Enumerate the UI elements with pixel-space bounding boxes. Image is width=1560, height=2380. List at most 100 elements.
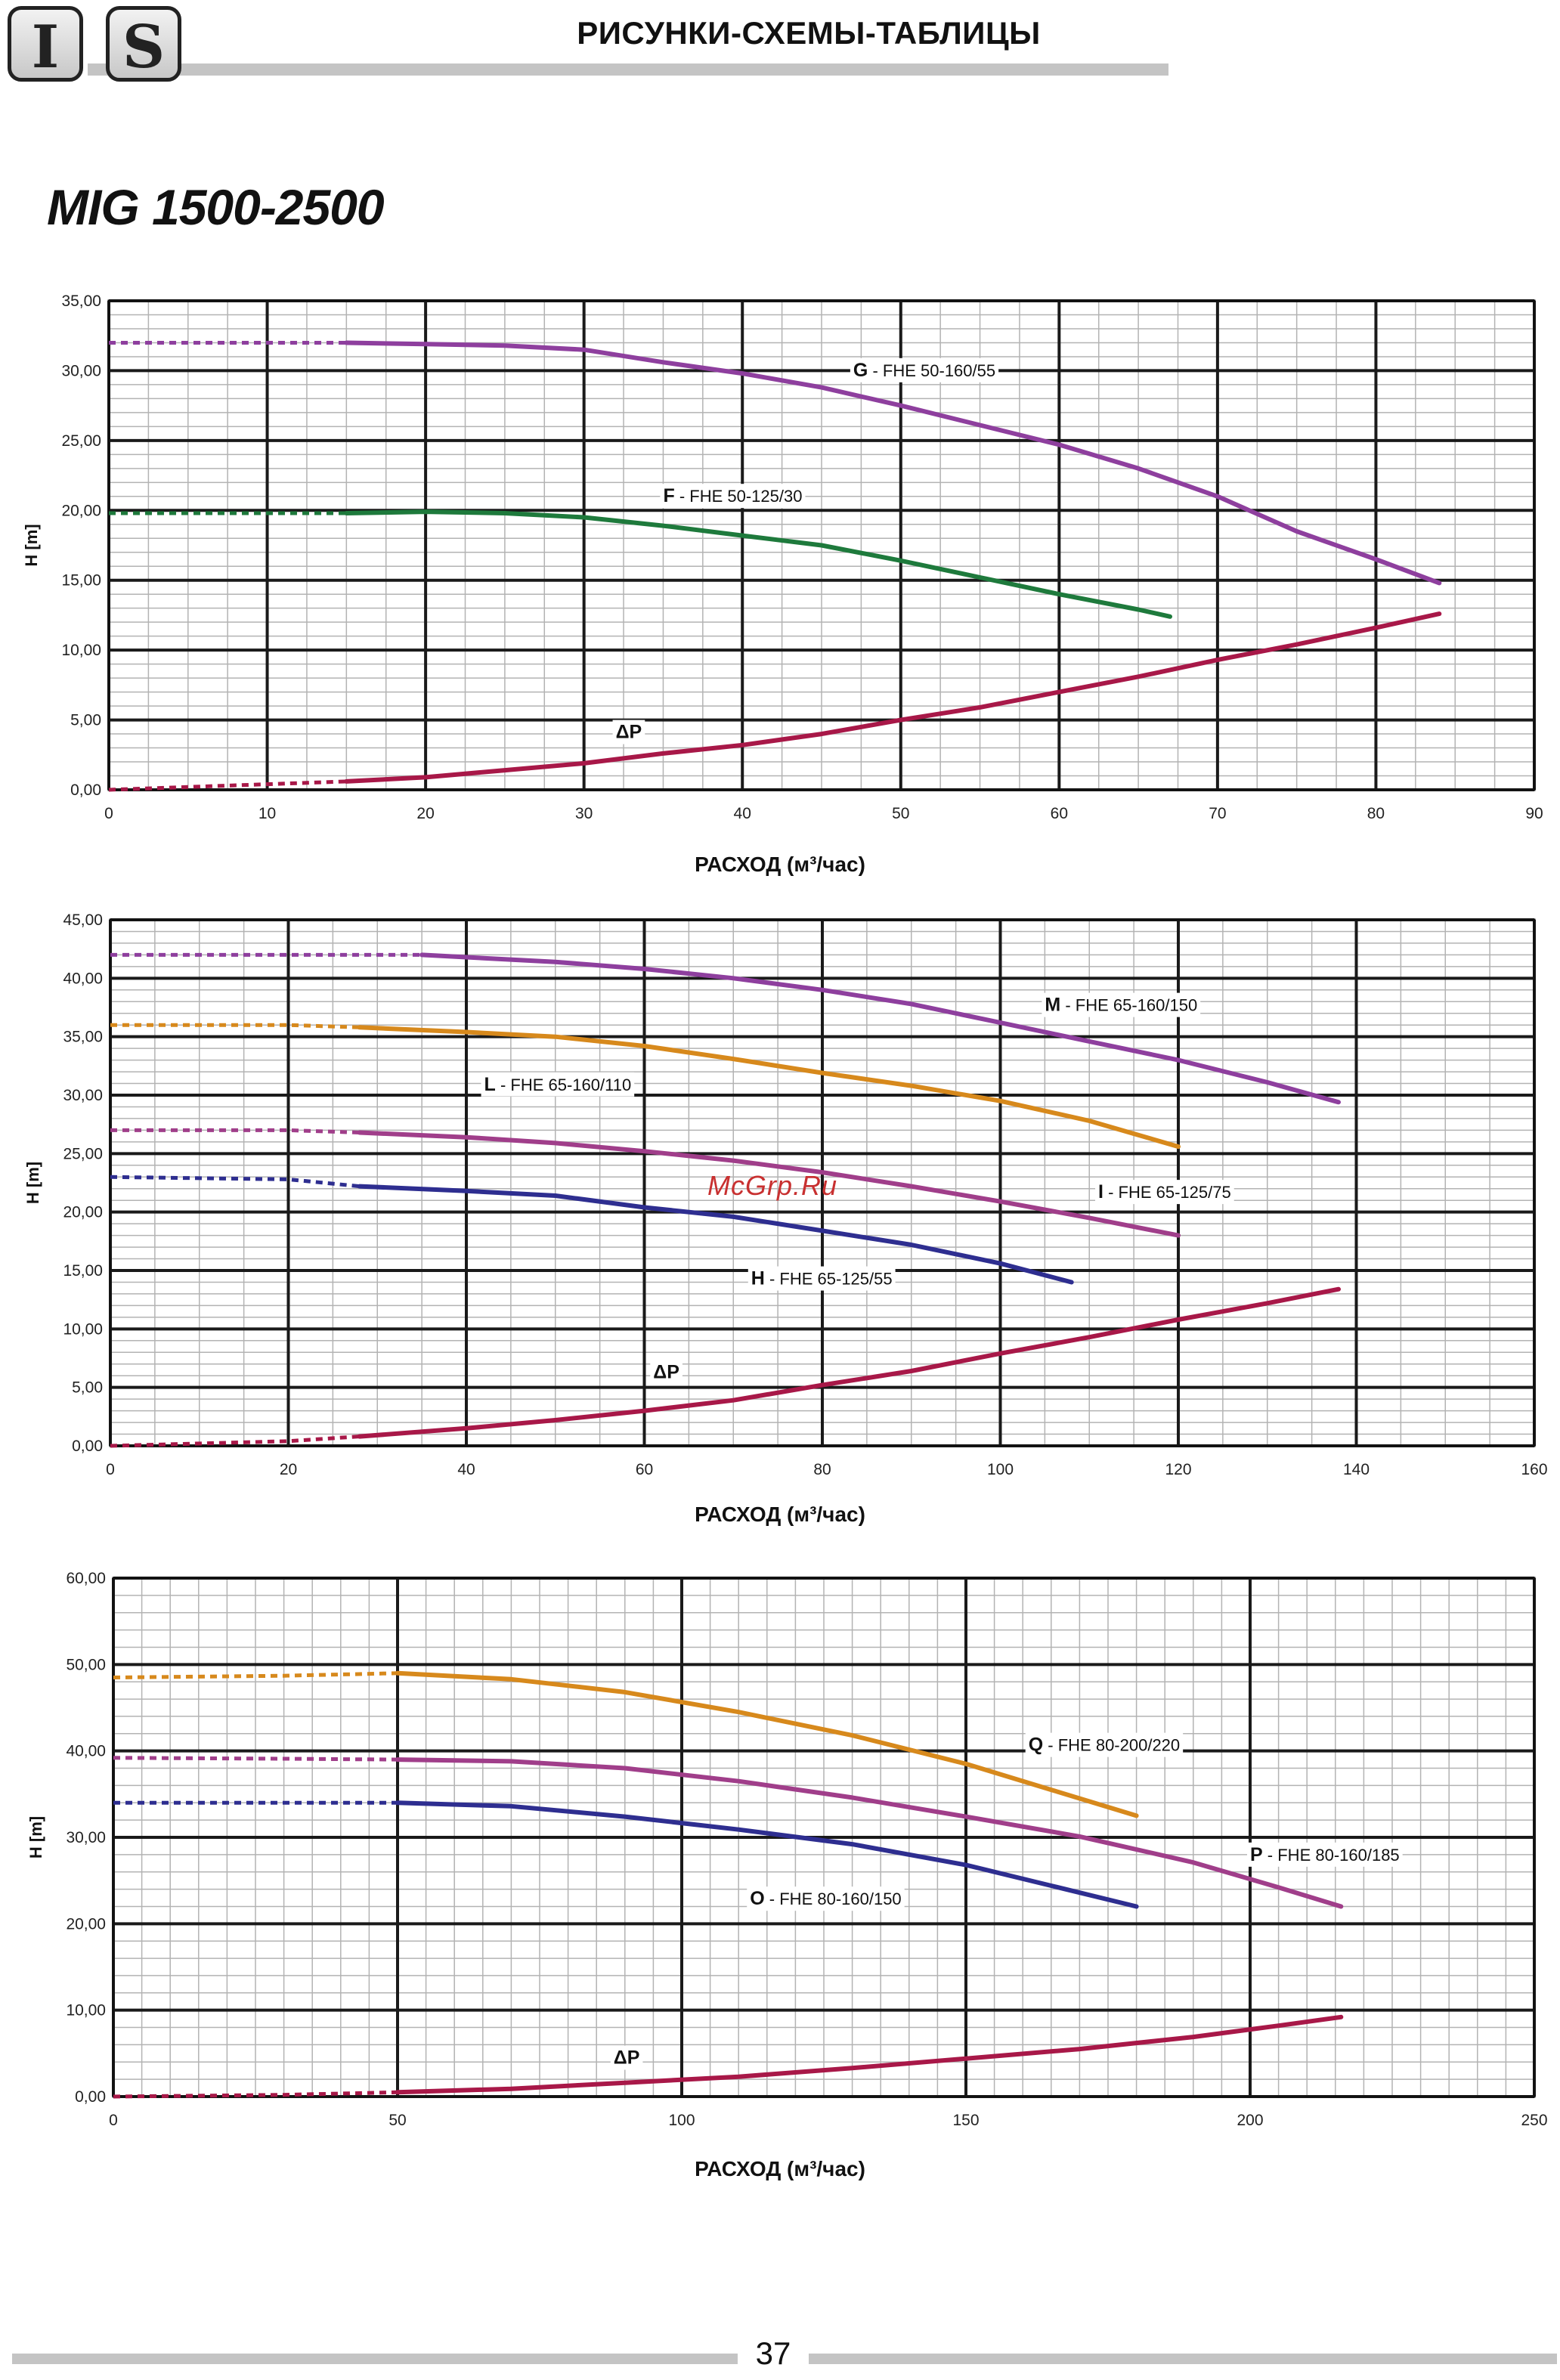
x-tick-label: 0 — [106, 1461, 115, 1478]
curve-label-letter: G — [853, 360, 868, 381]
y-tick-label: 15,00 — [63, 1262, 103, 1280]
curve-label: M - FHE 65-160/150 — [1045, 995, 1197, 1016]
curve-label: H - FHE 65-125/55 — [751, 1268, 893, 1289]
series-delta-p — [113, 2014, 1344, 2099]
series-line-dashed — [108, 779, 347, 792]
x-tick-label: 30 — [575, 805, 593, 822]
y-tick-label: 25,00 — [61, 432, 101, 450]
curve-label: ΔP — [653, 1361, 679, 1382]
series-line — [344, 611, 1442, 784]
series-line-dashed — [113, 1671, 398, 1679]
curve-label-model: - FHE 65-125/75 — [1103, 1183, 1231, 1202]
x-tick-label: 100 — [668, 2112, 695, 2129]
y-tick-label: 15,00 — [61, 572, 101, 590]
logo-i: I — [8, 6, 83, 82]
curve-label: O - FHE 80-160/150 — [750, 1888, 901, 1909]
curve-label-model: - FHE 80-200/220 — [1043, 1736, 1180, 1755]
x-tick-label: 200 — [1237, 2112, 1263, 2129]
curve-label-background — [1247, 1842, 1403, 1867]
curve-label-model: - FHE 50-160/55 — [868, 361, 995, 380]
curve-label: I - FHE 65-125/75 — [1098, 1181, 1231, 1202]
series-o — [113, 1800, 1139, 1909]
curve-label-background — [612, 720, 645, 744]
plot-frame — [107, 299, 1536, 791]
y-tick-label: 10,00 — [63, 1320, 103, 1338]
series-line — [357, 1130, 1181, 1238]
y-tick-label: 40,00 — [63, 970, 103, 987]
series-line — [357, 1184, 1074, 1285]
curve-label-background — [850, 357, 999, 382]
curve-label-letter: F — [663, 485, 674, 506]
chart-g-f-pump-curves: 0 10 20 30 40 50 60 70 80 90 0,00 5,00 10,00 15,00 20,… — [22, 292, 1543, 822]
y-tick-label: 5,00 — [70, 712, 101, 729]
y-tick-label: 20,00 — [63, 1204, 103, 1221]
series-f — [109, 509, 1172, 619]
x-tick-label: 0 — [109, 2112, 118, 2129]
curve-label-background — [747, 1886, 905, 1911]
curve-label-letter: ΔP — [616, 722, 642, 743]
curve-label: P - FHE 80-160/185 — [1250, 1844, 1400, 1865]
curve-label-letter: H — [751, 1268, 765, 1289]
series-line — [395, 1757, 1344, 1909]
series-line-dashed — [110, 1128, 360, 1134]
curve-label: ΔP — [614, 2047, 640, 2069]
x-tick-label: 80 — [1367, 805, 1385, 822]
plot-frame — [112, 1577, 1536, 2098]
series-line-dashed — [113, 1756, 398, 1762]
y-axis-title: H [m] — [23, 1162, 42, 1204]
curve-label-letter: L — [484, 1074, 496, 1095]
y-tick-label: 40,00 — [66, 1743, 106, 1760]
x-tick-label: 40 — [734, 805, 751, 822]
y-tick-label: 30,00 — [63, 1087, 103, 1104]
y-tick-label: 10,00 — [61, 642, 101, 659]
y-tick-label: 35,00 — [63, 1029, 103, 1046]
logo-s: S — [106, 6, 181, 82]
y-axis-title: H [m] — [26, 1816, 45, 1859]
series-line — [344, 340, 1442, 586]
watermark: McGrp.Ru — [707, 1170, 838, 1201]
y-tick-label: 0,00 — [70, 781, 101, 799]
x-tick-label: 120 — [1165, 1461, 1191, 1478]
series-line-dashed — [110, 1023, 360, 1029]
x-tick-label: 50 — [388, 2112, 406, 2129]
series-m — [110, 952, 1341, 1105]
curve-label-model: - FHE 50-125/30 — [675, 487, 803, 506]
y-tick-label: 45,00 — [63, 911, 103, 929]
x-tick-label: 160 — [1521, 1461, 1547, 1478]
page-number: 37 — [755, 2335, 791, 2371]
y-tick-label: 10,00 — [66, 2002, 106, 2019]
y-tick-label: 0,00 — [75, 2088, 106, 2106]
y-axis-title: H [m] — [22, 524, 41, 566]
y-tick-label: 0,00 — [72, 1438, 103, 1455]
curve-label-letter: ΔP — [614, 2047, 640, 2069]
series-line — [344, 509, 1172, 619]
x-tick-label: 100 — [987, 1461, 1014, 1478]
model-title: MIG 1500-2500 — [47, 179, 385, 235]
series-delta-p — [108, 611, 1442, 792]
x-tick-label: 50 — [892, 805, 909, 822]
x-tick-label: 40 — [457, 1461, 475, 1478]
x-tick-label: 60 — [636, 1461, 653, 1478]
curve-label: L - FHE 65-160/110 — [484, 1074, 632, 1095]
header-rule — [187, 63, 1168, 76]
series-q — [113, 1670, 1139, 1818]
series-line — [395, 1800, 1139, 1909]
chart-m-l-i-h-pump-curves: 0 20 40 60 80 100 120 140 160 0,00 5,00 10,00 15,00 2… — [23, 911, 1548, 1478]
x-tick-label: 90 — [1525, 805, 1543, 822]
grid — [107, 299, 1536, 791]
x-tick-label: 60 — [1051, 805, 1068, 822]
curve-label-letter: ΔP — [653, 1361, 679, 1382]
series-line-dashed — [113, 2090, 398, 2099]
y-tick-label: 35,00 — [61, 292, 101, 310]
series-line-dashed — [110, 1175, 360, 1189]
curve-label-background — [650, 1360, 682, 1385]
curve-label-letter: M — [1045, 995, 1060, 1016]
x-tick-label: 70 — [1209, 805, 1226, 822]
x-tick-label: 10 — [258, 805, 276, 822]
curve-label-background — [660, 484, 806, 509]
curve-label-letter: P — [1250, 1844, 1263, 1865]
chart-2-x-axis-title: РАСХОД (м³/час) — [695, 1503, 865, 1526]
curve-label: G - FHE 50-160/55 — [853, 360, 995, 381]
series-delta-p — [110, 1286, 1341, 1448]
curve-label-model: - FHE 65-160/110 — [496, 1075, 631, 1094]
